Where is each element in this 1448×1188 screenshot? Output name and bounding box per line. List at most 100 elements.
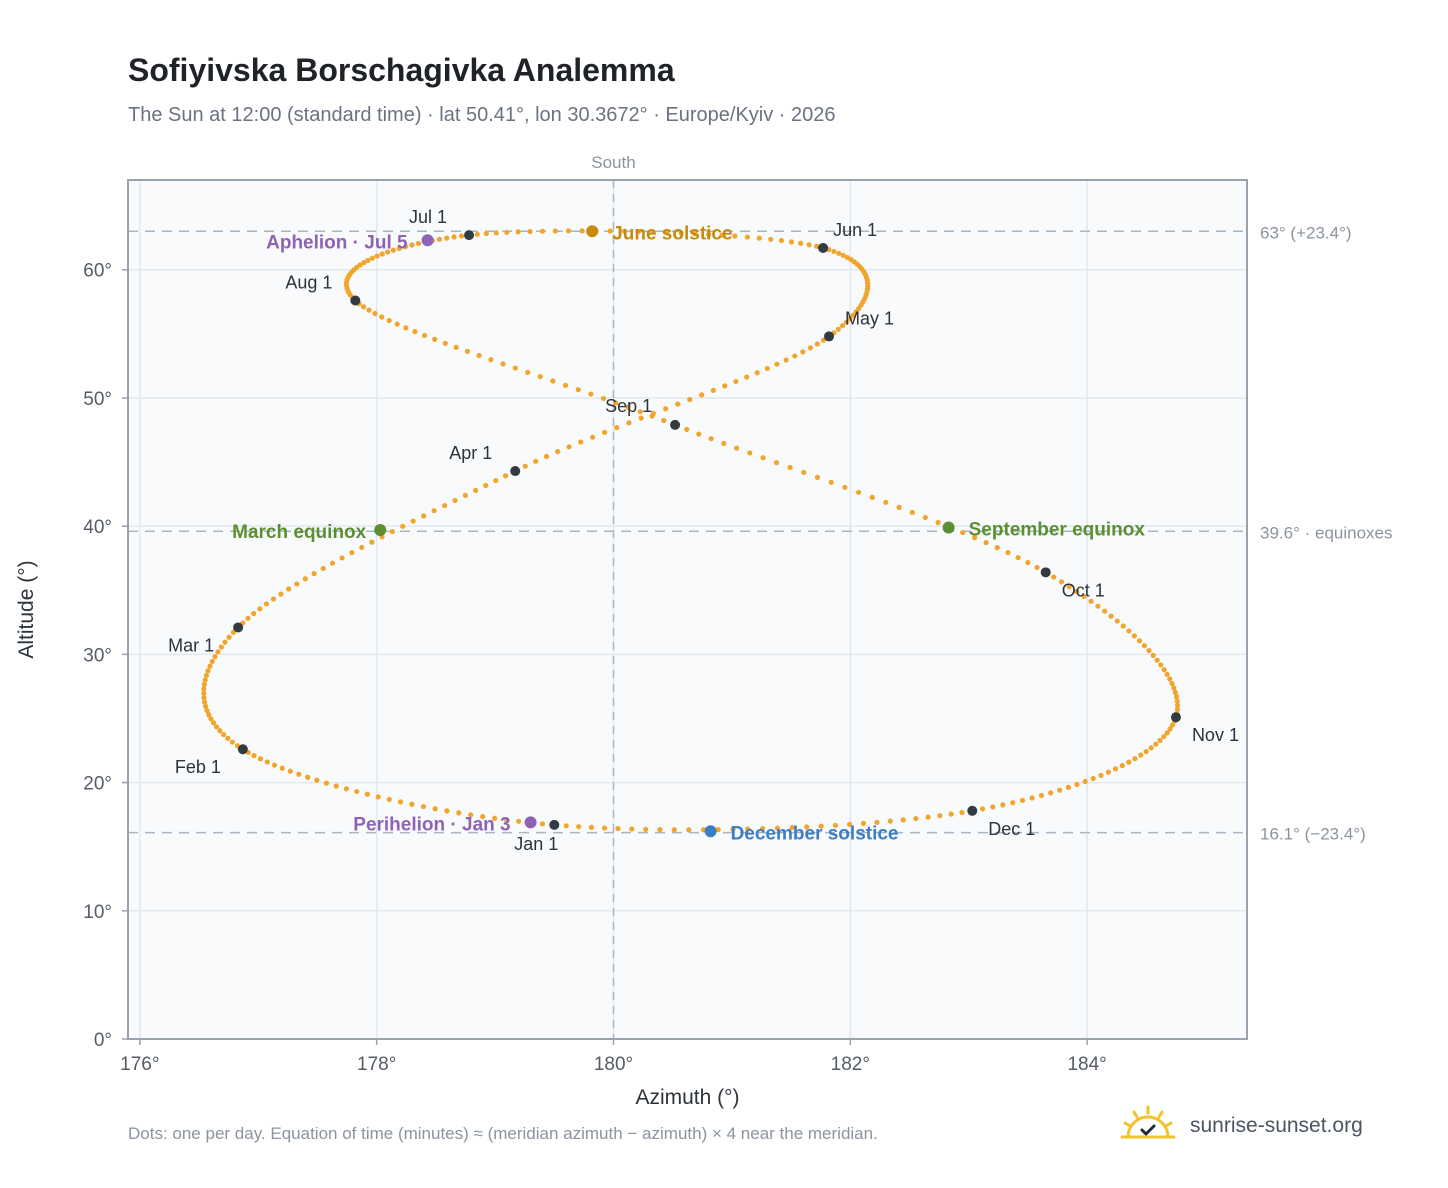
daily-dot <box>684 426 690 433</box>
daily-dot <box>537 374 543 380</box>
daily-dot <box>1171 685 1177 691</box>
daily-dot <box>555 449 561 455</box>
daily-dot <box>431 508 437 514</box>
daily-dot <box>730 826 736 832</box>
daily-dot <box>374 253 380 259</box>
daily-dot <box>361 304 367 310</box>
daily-dot <box>271 762 278 768</box>
daily-dot <box>444 808 450 814</box>
daily-dot <box>264 759 270 765</box>
daily-dot <box>850 312 856 318</box>
daily-dot <box>661 417 667 424</box>
daily-dot <box>588 391 594 397</box>
daily-dot <box>302 576 308 582</box>
daily-dot <box>649 413 655 419</box>
daily-dot <box>686 827 692 833</box>
daily-dot <box>575 387 581 393</box>
daily-dot <box>245 615 251 621</box>
y-tick-label: 20° <box>83 774 112 795</box>
daily-dot <box>543 453 550 460</box>
month-marker <box>818 242 829 253</box>
reference-line-label: 39.6° · equinoxes <box>1260 523 1393 542</box>
daily-dot <box>643 826 649 832</box>
daily-dot <box>615 825 621 832</box>
daily-dot <box>787 464 793 471</box>
daily-dot <box>539 228 546 234</box>
daily-dot <box>1098 772 1104 778</box>
daily-dot <box>579 228 585 234</box>
daily-dot <box>979 806 986 812</box>
daily-dot <box>257 606 263 612</box>
event-marker <box>704 825 717 838</box>
daily-dot <box>774 361 780 367</box>
daily-dot <box>409 242 415 248</box>
daily-dot <box>1119 762 1125 769</box>
daily-dot <box>708 436 714 442</box>
daily-dot <box>226 634 232 640</box>
daily-dot <box>1126 759 1132 765</box>
daily-dot <box>960 529 966 536</box>
daily-dot <box>1057 787 1063 793</box>
daily-dot <box>385 249 391 255</box>
daily-dot <box>589 434 596 440</box>
brand[interactable]: sunrise-sunset.org <box>1120 1104 1363 1148</box>
daily-dot <box>760 826 766 832</box>
daily-dot <box>339 555 345 561</box>
daily-dot <box>715 827 721 833</box>
daily-dot <box>1082 778 1088 785</box>
daily-dot <box>204 707 210 714</box>
daily-dot <box>515 229 521 235</box>
daily-dot <box>818 823 824 829</box>
daily-dot <box>522 463 528 469</box>
daily-dot <box>365 257 371 263</box>
daily-dot <box>925 814 931 820</box>
daily-dot <box>476 352 482 359</box>
daily-dot <box>444 235 450 241</box>
daily-dot <box>832 822 839 828</box>
month-marker <box>549 819 560 830</box>
daily-dot <box>1025 559 1031 566</box>
daily-dot <box>229 739 236 745</box>
daily-dot <box>372 310 378 317</box>
month-label: Mar 1 <box>168 635 214 655</box>
daily-dot <box>733 378 739 385</box>
month-marker <box>233 622 244 633</box>
daily-dot <box>492 815 498 821</box>
daily-dot <box>215 649 221 655</box>
daily-dot <box>972 535 978 541</box>
month-marker <box>967 805 978 816</box>
reference-line-label: 63° (+23.4°) <box>1260 223 1352 242</box>
daily-dot <box>539 821 546 827</box>
brand-link[interactable]: sunrise-sunset.org <box>1190 1114 1363 1137</box>
y-axis-label: Altitude (°) <box>15 560 38 658</box>
daily-dot <box>500 361 506 367</box>
daily-dot <box>744 234 750 240</box>
daily-dot <box>208 716 214 722</box>
month-label: Jul 1 <box>409 207 447 227</box>
daily-dot <box>706 231 712 237</box>
daily-dot <box>525 369 531 375</box>
daily-dot <box>814 341 820 347</box>
daily-dot <box>948 811 954 817</box>
event-label: September equinox <box>969 519 1146 540</box>
daily-dot <box>1169 680 1175 687</box>
daily-dot <box>600 395 607 402</box>
daily-dot <box>1112 766 1119 772</box>
daily-dot <box>432 336 438 342</box>
daily-dot <box>516 818 522 824</box>
daily-dot <box>453 344 459 350</box>
daily-dot <box>379 251 385 257</box>
daily-dot <box>1074 781 1080 788</box>
daily-dot <box>1169 722 1176 728</box>
daily-dot <box>263 601 270 607</box>
daily-dot <box>801 469 807 476</box>
daily-dot <box>814 474 821 480</box>
daily-dot <box>213 724 220 730</box>
daily-dot <box>464 348 471 354</box>
daily-dot <box>366 307 372 313</box>
daily-dot <box>1138 752 1144 758</box>
daily-dot <box>710 387 716 393</box>
daily-dot <box>1058 579 1065 585</box>
daily-dot <box>664 229 670 236</box>
